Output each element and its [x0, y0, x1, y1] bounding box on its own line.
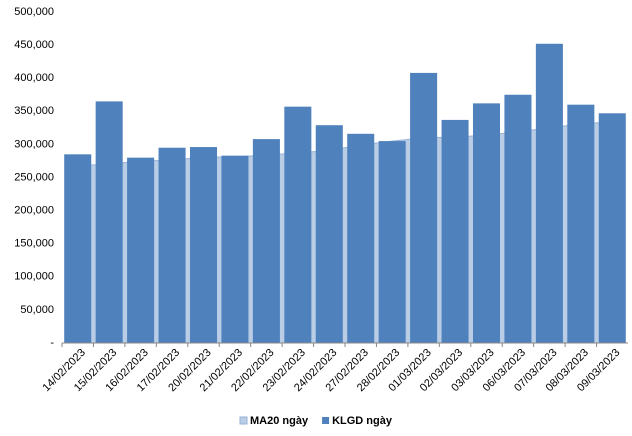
y-tick-label: 350,000 — [14, 105, 54, 117]
bar — [567, 104, 595, 344]
y-tick-label: - — [50, 337, 54, 349]
bar — [221, 155, 249, 343]
bar — [158, 147, 186, 343]
bar — [315, 125, 343, 344]
y-tick-label: 200,000 — [14, 205, 54, 217]
bar — [252, 139, 280, 343]
bar — [284, 106, 312, 343]
y-tick-label: 400,000 — [14, 72, 54, 84]
legend-swatch — [322, 417, 330, 424]
bar — [504, 94, 532, 343]
bar — [410, 72, 438, 344]
bar — [378, 141, 406, 343]
y-tick-label: 100,000 — [14, 271, 54, 283]
bar — [441, 119, 469, 343]
bar — [535, 43, 563, 343]
y-tick-label: 500,000 — [14, 6, 54, 18]
bar — [64, 154, 92, 343]
area — [77, 121, 613, 344]
bar — [347, 133, 375, 343]
bar — [472, 103, 501, 343]
y-tick-label: 150,000 — [14, 238, 54, 250]
legend-swatch — [239, 416, 248, 425]
legend-label: MA20 ngày — [250, 415, 309, 427]
bar — [127, 157, 155, 343]
bar — [95, 101, 123, 344]
y-tick-label: 300,000 — [14, 138, 54, 150]
bar — [598, 113, 626, 343]
y-tick-label: 50,000 — [20, 304, 54, 316]
bar — [189, 147, 218, 343]
legend-label: KLGD ngày — [332, 415, 393, 427]
y-tick-label: 250,000 — [14, 171, 54, 183]
y-tick-label: 450,000 — [14, 39, 54, 51]
